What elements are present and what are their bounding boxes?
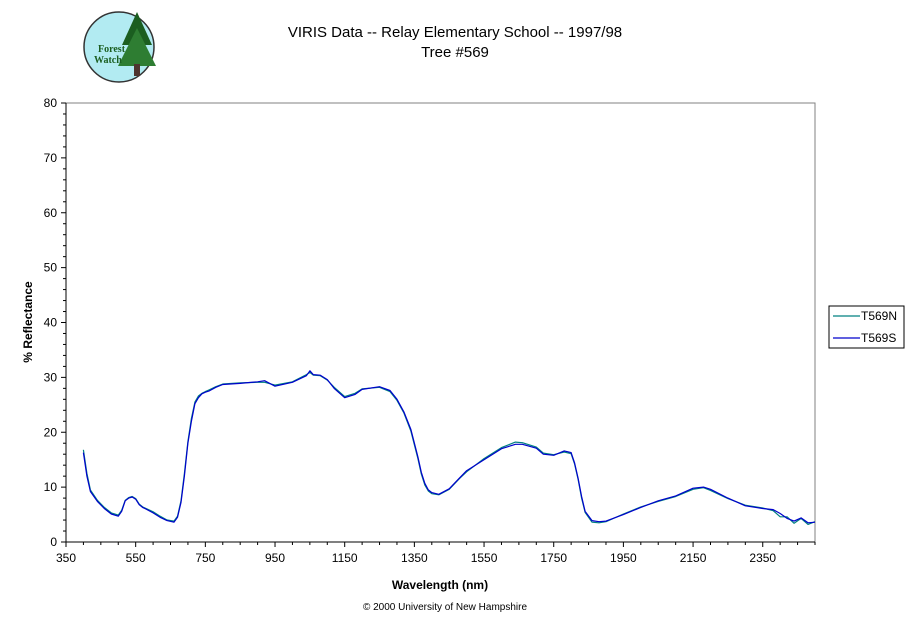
x-tick-label: 1550 [471,551,498,565]
y-axis-label: % Reflectance [21,281,35,363]
x-tick-label: 550 [126,551,146,565]
x-tick-label: 1750 [540,551,567,565]
y-tick-label: 50 [44,261,58,275]
x-axis: 350 550 750 950 1150 1350 1550 1750 1950 2150 2350 [56,541,816,565]
chart-title: VIRIS Data -- Relay Elementary School --… [288,24,622,41]
logo-text-line1: Forest [98,44,126,55]
legend-box [828,305,905,349]
y-axis: 0 10 20 30 40 50 60 70 80 [44,96,67,549]
y-tick-label: 80 [44,96,58,110]
series-line-t569n [82,371,816,526]
copyright-text: © 2000 University of New Hampshire [363,602,528,613]
y-tick-label: 10 [44,480,58,494]
logo-text-line2: Watch [94,55,122,66]
x-tick-label: 2350 [749,551,776,565]
chart-subtitle: Tree #569 [421,44,489,61]
forest-watch-logo: Forest Watch [83,11,156,83]
series-line-t569s [82,370,816,524]
legend-label-t569n: T569N [861,309,897,323]
x-tick-label: 2150 [680,551,707,565]
y-tick-label: 20 [44,425,58,439]
x-tick-label: 350 [56,551,76,565]
x-tick-label: 750 [195,551,215,565]
series-layer [82,370,816,526]
y-tick-label: 70 [44,151,58,165]
x-tick-label: 1350 [401,551,428,565]
x-tick-label: 950 [265,551,285,565]
legend-label-t569s: T569S [861,331,896,345]
y-tick-label: 60 [44,206,58,220]
plot-area [65,102,816,543]
y-tick-label: 0 [50,535,57,549]
x-tick-label: 1950 [610,551,637,565]
legend: T569N T569S [828,305,905,349]
x-tick-label: 1150 [332,551,358,565]
y-tick-label: 40 [44,316,58,330]
x-axis-label: Wavelength (nm) [392,578,488,592]
y-tick-label: 30 [44,370,58,384]
